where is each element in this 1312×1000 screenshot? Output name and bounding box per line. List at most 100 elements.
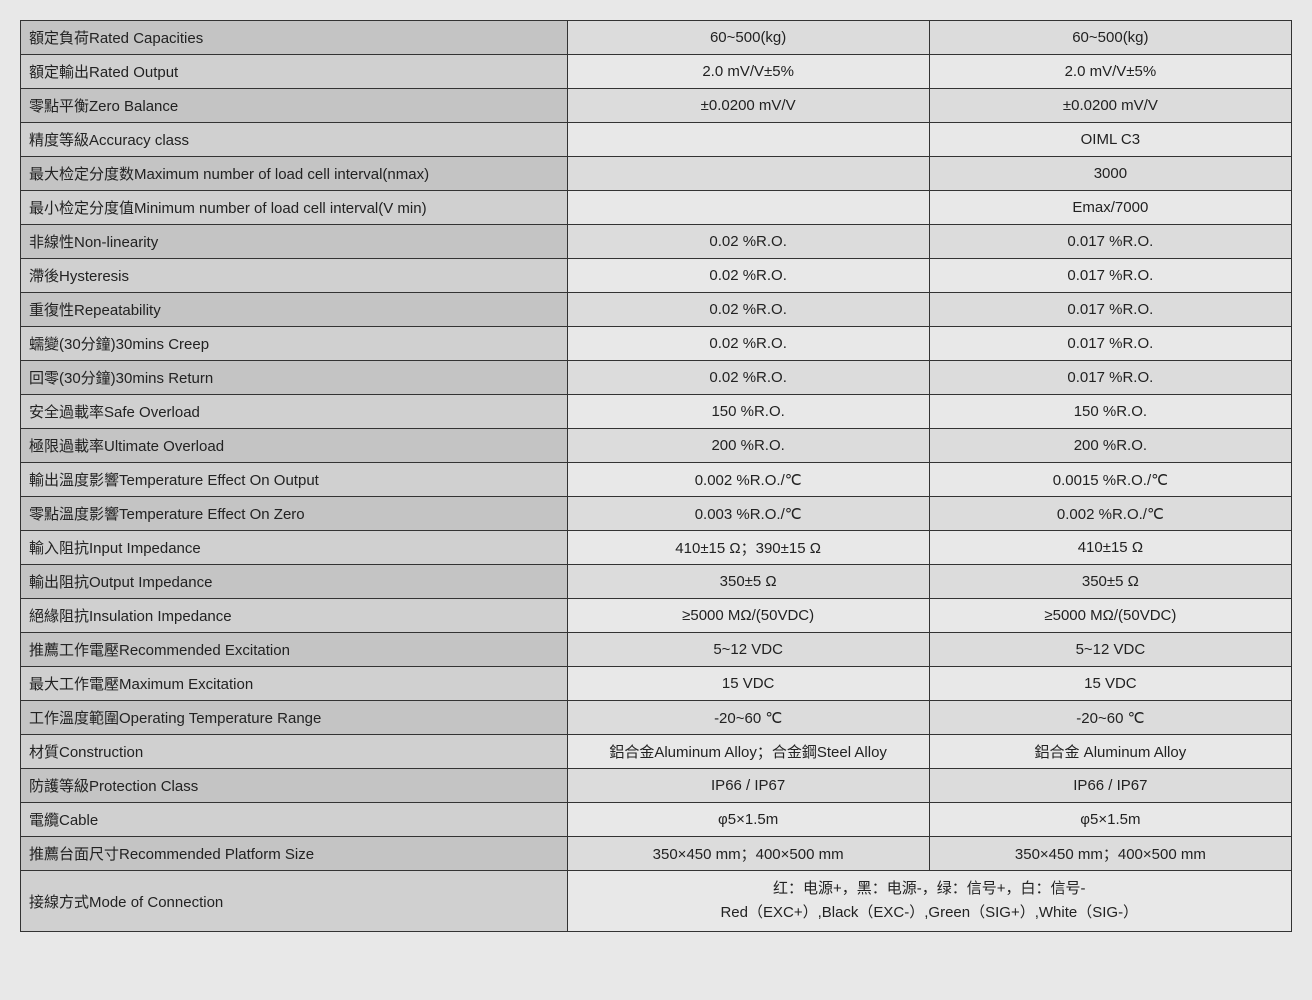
row-label: 最小检定分度值Minimum number of load cell inter… bbox=[21, 191, 568, 225]
row-value-1: IP66 / IP67 bbox=[567, 769, 929, 803]
table-row: 輸出阻抗Output Impedance350±5 Ω350±5 Ω bbox=[21, 565, 1292, 599]
row-value-1: -20~60 ℃ bbox=[567, 701, 929, 735]
table-row: 防護等級Protection ClassIP66 / IP67IP66 / IP… bbox=[21, 769, 1292, 803]
table-row: 非線性Non-linearity0.02 %R.O.0.017 %R.O. bbox=[21, 225, 1292, 259]
table-row: 推薦工作電壓Recommended Excitation5~12 VDC5~12… bbox=[21, 633, 1292, 667]
table-row: 電纜Cableφ5×1.5mφ5×1.5m bbox=[21, 803, 1292, 837]
row-label: 電纜Cable bbox=[21, 803, 568, 837]
row-value-2: 5~12 VDC bbox=[929, 633, 1291, 667]
row-value-1: 200 %R.O. bbox=[567, 429, 929, 463]
row-value-2: 200 %R.O. bbox=[929, 429, 1291, 463]
row-value-2: OIML C3 bbox=[929, 123, 1291, 157]
row-value-2: 3000 bbox=[929, 157, 1291, 191]
table-row-connection: 接線方式Mode of Connection红：电源+，黑：电源-，绿：信号+，… bbox=[21, 871, 1292, 932]
row-value-1: ≥5000 MΩ/(50VDC) bbox=[567, 599, 929, 633]
connection-line-2: Red（EXC+）,Black（EXC-）,Green（SIG+）,White（… bbox=[576, 901, 1283, 925]
table-row: 最小检定分度值Minimum number of load cell inter… bbox=[21, 191, 1292, 225]
table-row: 推薦台面尺寸Recommended Platform Size 350×450 m… bbox=[21, 837, 1292, 871]
row-label: 輸出溫度影響Temperature Effect On Output bbox=[21, 463, 568, 497]
table-row: 安全過載率Safe Overload150 %R.O.150 %R.O. bbox=[21, 395, 1292, 429]
row-label: 回零(30分鐘)30mins Return bbox=[21, 361, 568, 395]
row-value-2: 0.0015 %R.O./℃ bbox=[929, 463, 1291, 497]
row-value-2: 0.017 %R.O. bbox=[929, 361, 1291, 395]
row-value-1: ±0.0200 mV/V bbox=[567, 89, 929, 123]
row-value-1: φ5×1.5m bbox=[567, 803, 929, 837]
row-label: 推薦台面尺寸Recommended Platform Size bbox=[21, 837, 568, 871]
table-row: 額定負荷Rated Capacities60~500(kg)60~500(kg) bbox=[21, 21, 1292, 55]
table-row: 輸出溫度影響Temperature Effect On Output0.002 … bbox=[21, 463, 1292, 497]
table-row: 重復性Repeatability0.02 %R.O.0.017 %R.O. bbox=[21, 293, 1292, 327]
row-label: 蠕變(30分鐘)30mins Creep bbox=[21, 327, 568, 361]
row-value-1 bbox=[567, 191, 929, 225]
row-value-2: 350×450 mm；400×500 mm bbox=[929, 837, 1291, 871]
table-row: 零點平衡Zero Balance±0.0200 mV/V±0.0200 mV/V bbox=[21, 89, 1292, 123]
row-value-1 bbox=[567, 123, 929, 157]
row-value-2: 150 %R.O. bbox=[929, 395, 1291, 429]
row-label: 防護等級Protection Class bbox=[21, 769, 568, 803]
row-label: 最大工作電壓Maximum Excitation bbox=[21, 667, 568, 701]
table-row: 零點溫度影響Temperature Effect On Zero0.003 %R… bbox=[21, 497, 1292, 531]
spec-table: 額定負荷Rated Capacities60~500(kg)60~500(kg)… bbox=[20, 20, 1292, 932]
row-label: 精度等級Accuracy class bbox=[21, 123, 568, 157]
row-label: 額定輸出Rated Output bbox=[21, 55, 568, 89]
table-row: 工作溫度範圍Operating Temperature Range-20~60 … bbox=[21, 701, 1292, 735]
row-value-1: 0.002 %R.O./℃ bbox=[567, 463, 929, 497]
row-value-2: 0.002 %R.O./℃ bbox=[929, 497, 1291, 531]
row-value-2: ±0.0200 mV/V bbox=[929, 89, 1291, 123]
row-label: 最大检定分度数Maximum number of load cell inter… bbox=[21, 157, 568, 191]
row-value-2: Emax/7000 bbox=[929, 191, 1291, 225]
row-value-2: 410±15 Ω bbox=[929, 531, 1291, 565]
row-value-1: 0.003 %R.O./℃ bbox=[567, 497, 929, 531]
row-value-2: IP66 / IP67 bbox=[929, 769, 1291, 803]
table-row: 最大工作電壓Maximum Excitation15 VDC15 VDC bbox=[21, 667, 1292, 701]
row-label: 滯後Hysteresis bbox=[21, 259, 568, 293]
row-label: 輸入阻抗Input Impedance bbox=[21, 531, 568, 565]
row-label: 零點溫度影響Temperature Effect On Zero bbox=[21, 497, 568, 531]
row-value-2: 鋁合金 Aluminum Alloy bbox=[929, 735, 1291, 769]
row-label: 零點平衡Zero Balance bbox=[21, 89, 568, 123]
row-value-1: 0.02 %R.O. bbox=[567, 225, 929, 259]
row-value-1: 150 %R.O. bbox=[567, 395, 929, 429]
table-row: 輸入阻抗Input Impedance410±15 Ω；390±15 Ω410±… bbox=[21, 531, 1292, 565]
row-value-2: 60~500(kg) bbox=[929, 21, 1291, 55]
row-value-2: 0.017 %R.O. bbox=[929, 259, 1291, 293]
row-label: 絕緣阻抗Insulation Impedance bbox=[21, 599, 568, 633]
row-value-2: -20~60 ℃ bbox=[929, 701, 1291, 735]
row-value-2: 2.0 mV/V±5% bbox=[929, 55, 1291, 89]
table-row: 絕緣阻抗Insulation Impedance≥5000 MΩ/(50VDC)… bbox=[21, 599, 1292, 633]
row-value-1: 5~12 VDC bbox=[567, 633, 929, 667]
row-value-1: 0.02 %R.O. bbox=[567, 259, 929, 293]
row-value-1 bbox=[567, 157, 929, 191]
row-label: 推薦工作電壓Recommended Excitation bbox=[21, 633, 568, 667]
row-value-1: 2.0 mV/V±5% bbox=[567, 55, 929, 89]
row-value-1: 鋁合金Aluminum Alloy；合金鋼Steel Alloy bbox=[567, 735, 929, 769]
row-value-1: 15 VDC bbox=[567, 667, 929, 701]
row-value-1: 0.02 %R.O. bbox=[567, 293, 929, 327]
table-row: 蠕變(30分鐘)30mins Creep0.02 %R.O.0.017 %R.O… bbox=[21, 327, 1292, 361]
row-value-2: 0.017 %R.O. bbox=[929, 327, 1291, 361]
table-row: 材質Construction鋁合金Aluminum Alloy；合金鋼Steel… bbox=[21, 735, 1292, 769]
row-value-2: 0.017 %R.O. bbox=[929, 293, 1291, 327]
row-value-2: 0.017 %R.O. bbox=[929, 225, 1291, 259]
row-label: 額定負荷Rated Capacities bbox=[21, 21, 568, 55]
table-row: 最大检定分度数Maximum number of load cell inter… bbox=[21, 157, 1292, 191]
spec-tbody: 額定負荷Rated Capacities60~500(kg)60~500(kg)… bbox=[21, 21, 1292, 932]
row-label: 材質Construction bbox=[21, 735, 568, 769]
row-value-1: 410±15 Ω；390±15 Ω bbox=[567, 531, 929, 565]
row-value-2: 350±5 Ω bbox=[929, 565, 1291, 599]
row-value-2: ≥5000 MΩ/(50VDC) bbox=[929, 599, 1291, 633]
connection-line-1: 红：电源+，黑：电源-，绿：信号+，白：信号- bbox=[576, 877, 1283, 901]
row-label: 極限過載率Ultimate Overload bbox=[21, 429, 568, 463]
row-value-1: 0.02 %R.O. bbox=[567, 361, 929, 395]
row-label: 輸出阻抗Output Impedance bbox=[21, 565, 568, 599]
table-row: 回零(30分鐘)30mins Return0.02 %R.O.0.017 %R.… bbox=[21, 361, 1292, 395]
row-value-1: 0.02 %R.O. bbox=[567, 327, 929, 361]
table-row: 額定輸出Rated Output2.0 mV/V±5%2.0 mV/V±5% bbox=[21, 55, 1292, 89]
row-value-1: 60~500(kg) bbox=[567, 21, 929, 55]
row-label: 接線方式Mode of Connection bbox=[21, 871, 568, 932]
row-label: 重復性Repeatability bbox=[21, 293, 568, 327]
row-value-2: φ5×1.5m bbox=[929, 803, 1291, 837]
table-row: 極限過載率Ultimate Overload200 %R.O.200 %R.O. bbox=[21, 429, 1292, 463]
row-value-merged: 红：电源+，黑：电源-，绿：信号+，白：信号-Red（EXC+）,Black（E… bbox=[567, 871, 1291, 932]
table-row: 滯後Hysteresis0.02 %R.O.0.017 %R.O. bbox=[21, 259, 1292, 293]
